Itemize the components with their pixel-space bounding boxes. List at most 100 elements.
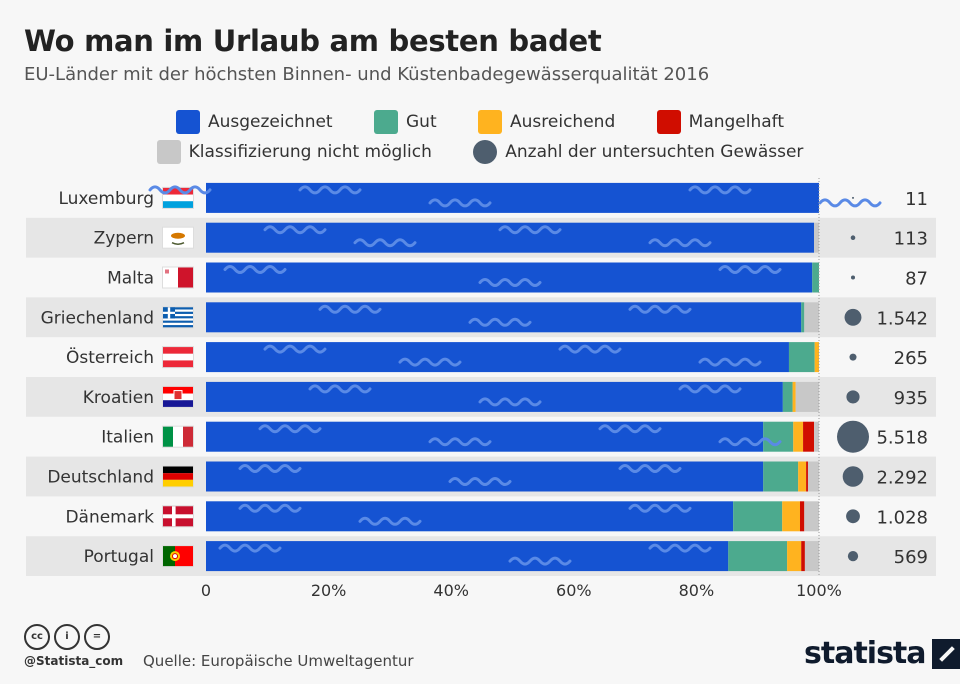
wave-decoration [648,543,712,553]
x-tick-label: 100% [796,581,842,600]
wave-decoration [448,477,512,486]
wave-decoration [428,437,492,447]
bar-segment [206,381,783,412]
noderivs-icon: = [84,624,110,650]
x-tick-label: 40% [433,581,469,600]
legend-circle [473,140,498,164]
x-tick-label: 80% [679,581,715,600]
wave-decoration [148,185,212,195]
count-label: 569 [894,547,928,568]
count-label: 113 [894,229,928,250]
bar-segment [763,461,799,492]
bar-segment [798,461,807,492]
category-label: Österreich [66,346,154,368]
bar-segment [206,182,819,213]
flag-part [163,318,193,321]
flag-part [173,390,183,401]
bar-segment [801,541,805,572]
flag-part [173,426,183,447]
flag-part [163,201,193,208]
bar-segment [803,421,815,452]
category-label: Deutschland [47,468,154,488]
bar-segment [733,501,783,532]
count-bubble [852,196,854,199]
legend-label: Ausgezeichnet [207,112,333,132]
wave-decoration [818,198,882,208]
wave-decoration [558,344,622,354]
count-bubble [842,466,864,487]
statista-handle: @Statista_com [24,654,124,668]
legend-item-ausgezeichnet: Ausgezeichnet [175,110,333,134]
bar-segment [206,501,734,532]
wave-decoration [353,238,417,248]
flag-part [163,360,193,368]
count-label: 1.028 [876,507,928,528]
wave-decoration [478,278,542,287]
count-bubble [847,550,859,562]
wave-decoration [263,225,327,235]
category-label: Malta [107,269,154,289]
flag-part [171,242,185,245]
legend-label: Anzahl der untersuchten Gewässer [505,142,804,162]
count-bubble [850,275,856,280]
count-label: 2.292 [876,468,928,489]
bar-segment [812,262,819,293]
chart-title: Wo man im Urlaub am besten badet [24,24,602,58]
wave-decoration [618,464,682,473]
count-label: 5.518 [876,428,928,449]
flag-part [163,426,173,447]
x-tick-label: 20% [311,581,347,600]
wave-decoration [398,357,462,367]
bar-segment [807,461,819,492]
count-bubble [849,353,857,361]
bar-segment [782,381,793,412]
count-label: 1.542 [876,308,928,329]
flag-part [163,514,193,519]
bar-segment [804,302,819,333]
bar-segment [206,541,729,572]
bar-segment [814,342,819,373]
flag-part [163,466,193,474]
flag-part [163,546,175,567]
bar-segment [782,501,800,532]
legend-swatch [478,110,503,134]
chart-subtitle: EU-Länder mit der höchsten Binnen- und K… [24,64,710,85]
statista-logo: statista [804,636,960,671]
category-label: Zypern [94,229,154,249]
flag-part [163,313,193,317]
bar-segment [206,421,764,452]
wave-decoration [358,516,422,526]
bar-segment [788,342,815,373]
count-label: 87 [905,269,928,290]
legend-item-gut: Gut [374,110,437,134]
wave-decoration [218,543,282,553]
legend-item-anzahl: Anzahl der untersuchten Gewässer [473,140,803,164]
flag-part [167,307,171,319]
wave-decoration [428,198,492,208]
bar-segment [801,302,805,333]
bar-segment [795,381,819,412]
legend-swatch [656,110,681,134]
flag-part [163,194,193,202]
bar-segment [793,421,804,452]
statista-logo-icon [931,638,960,669]
category-label: Dänemark [65,507,154,527]
flag-part [183,426,193,447]
flag-part [163,353,193,361]
flag-part [163,347,193,354]
license-icons: cc i = [24,624,110,650]
flag-part [163,316,193,319]
wave-decoration [263,344,327,354]
bar-segment [792,381,796,412]
flag-part [163,322,193,326]
bar-segment [763,421,794,452]
bar-segment [804,541,819,572]
bar-segment [206,302,802,333]
flag-part [163,479,193,487]
wave-decoration [508,556,572,566]
legend-row-1: Ausgezeichnet Gut Ausreichend Mangelhaft [0,110,960,139]
flag-part [175,546,193,567]
flag-part [172,553,178,560]
flag-part [163,187,193,195]
